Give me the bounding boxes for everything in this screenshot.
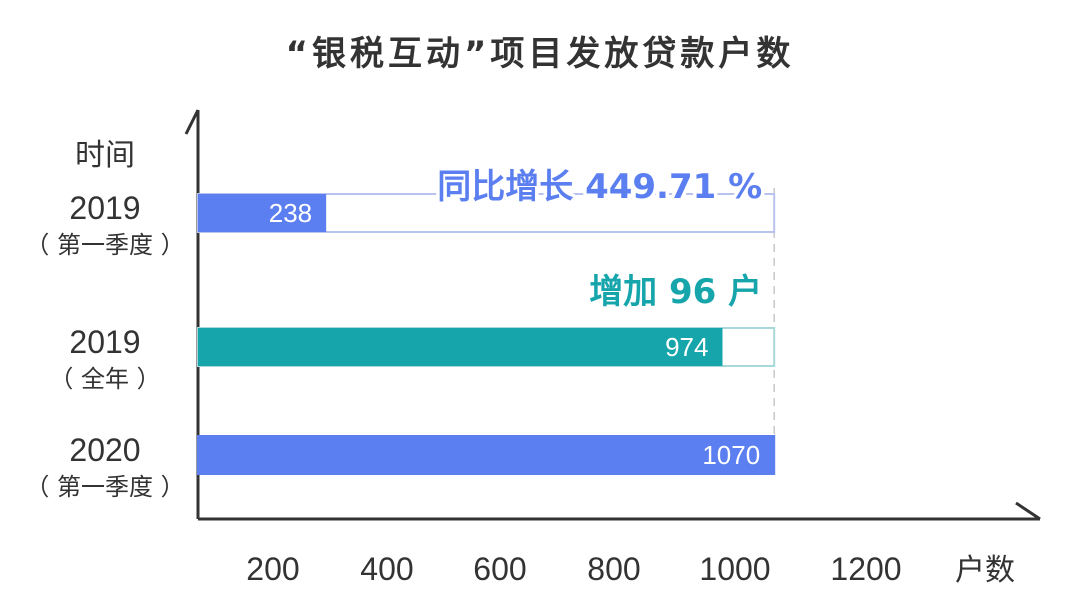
category-sub-label: （ 第一季度 ） — [25, 231, 184, 259]
y-axis-title: 时间 — [75, 138, 135, 173]
x-axis-arrow — [1015, 501, 1041, 521]
y-axis-arrow — [184, 109, 200, 135]
chart-title: “银税互动”项目发放贷款户数 — [285, 34, 795, 74]
category-sub-label: （ 全年 ） — [49, 365, 160, 393]
growth-annotation: 增加 96 户 — [589, 272, 762, 312]
category-sub-label: （ 第一季度 ） — [25, 473, 184, 501]
x-tick-label: 1200 — [830, 551, 901, 587]
bar-value-label: 238 — [269, 198, 312, 228]
x-tick-label: 400 — [360, 551, 413, 587]
bar — [198, 328, 723, 366]
x-axis-title: 户数 — [955, 553, 1015, 588]
x-tick-label: 600 — [473, 551, 526, 587]
category-year-label: 2020 — [69, 432, 140, 468]
bar-value-label: 974 — [665, 332, 708, 362]
category-year-label: 2019 — [69, 324, 140, 360]
bar — [198, 194, 327, 232]
x-tick-label: 1000 — [699, 551, 770, 587]
chart-labels: 238 2019 （ 第一季度 ） 974 2019 （ 全年 ） 1070 2020 （ 第一… — [25, 164, 765, 502]
bar — [198, 436, 775, 474]
x-tick-label: 200 — [246, 551, 299, 587]
bar-value-label: 1070 — [702, 440, 760, 470]
chart-bars — [197, 193, 776, 475]
category-year-label: 2019 — [69, 190, 140, 226]
x-tick-label: 800 — [587, 551, 640, 587]
growth-annotation: 同比增长 449.71 % — [437, 167, 762, 207]
